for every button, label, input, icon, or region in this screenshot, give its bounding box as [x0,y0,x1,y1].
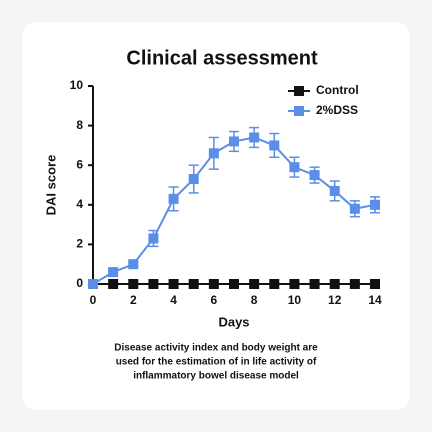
y-axis-label: DAI score [43,155,58,216]
caption: used for the estimation of in life activ… [116,357,317,368]
data-point [289,279,300,289]
data-point [208,148,219,159]
data-point [249,279,260,289]
x-tick-label: 2 [130,293,137,307]
x-tick-label: 14 [368,293,382,307]
data-point [370,199,380,210]
data-point [249,132,260,143]
y-tick-label: 4 [76,197,83,211]
y-tick-label: 2 [76,237,83,251]
data-point [148,279,159,289]
data-point [128,259,139,270]
data-point [88,279,98,289]
data-point [229,136,239,147]
data-point [108,267,119,278]
card [22,22,410,410]
data-point [168,279,179,289]
x-axis-label: Days [218,314,249,329]
caption: Disease activity index and body weight a… [114,343,318,354]
data-point [188,174,199,185]
data-point [229,279,239,289]
caption: inflammatory bowel disease model [133,371,299,382]
data-point [349,279,360,289]
data-point [370,279,380,289]
data-point [309,170,320,181]
data-point [329,185,340,196]
y-tick-label: 8 [76,118,83,132]
data-point [108,279,119,289]
legend-marker [294,86,304,96]
data-point [269,279,280,289]
data-point [168,193,179,204]
chart-title: Clinical assessment [126,47,318,69]
data-point [208,279,219,289]
data-point [148,233,159,244]
y-tick-label: 0 [76,276,83,290]
y-tick-label: 10 [70,78,84,92]
data-point [329,279,340,289]
x-tick-label: 8 [251,293,258,307]
data-point [128,279,139,289]
data-point [309,279,320,289]
legend-label: Control [316,83,359,97]
x-tick-label: 10 [288,293,302,307]
data-point [349,203,360,214]
data-point [289,162,300,173]
y-tick-label: 6 [76,157,83,171]
x-tick-label: 6 [211,293,218,307]
legend-marker [294,106,304,116]
data-point [188,279,199,289]
legend-label: 2%DSS [316,103,358,117]
x-tick-label: 0 [90,293,97,307]
x-tick-label: 4 [170,293,177,307]
x-tick-label: 12 [328,293,342,307]
data-point [269,140,280,151]
